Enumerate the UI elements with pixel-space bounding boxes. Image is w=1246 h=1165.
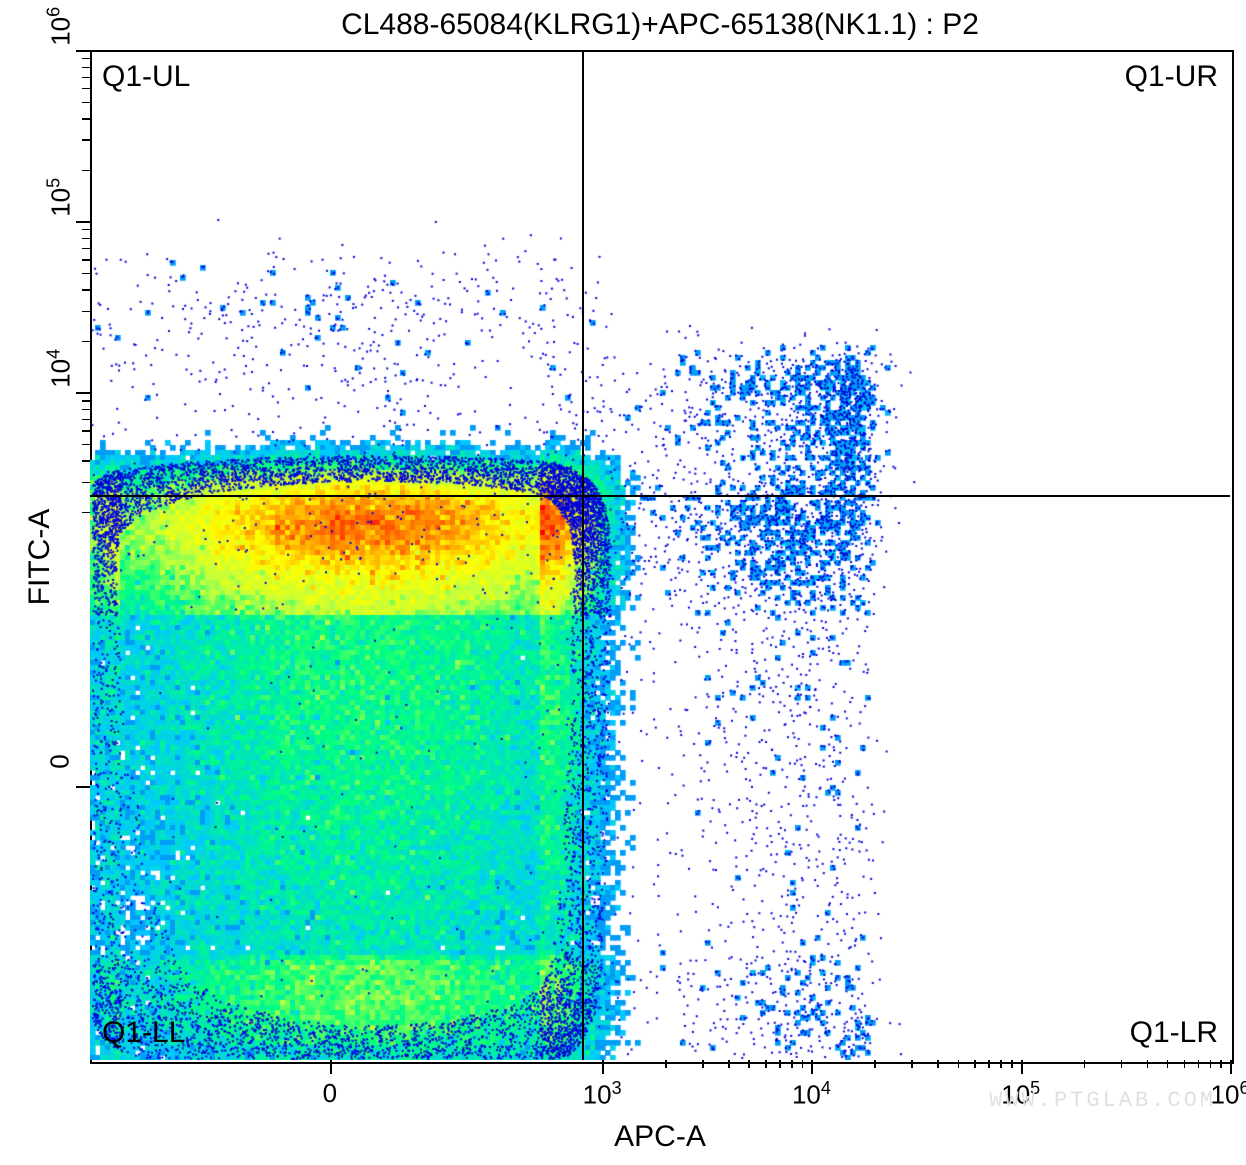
- y-minor-tick: [82, 419, 90, 421]
- x-minor-tick: [791, 1060, 793, 1068]
- y-minor-tick: [82, 238, 90, 240]
- x-minor-tick: [1198, 1060, 1200, 1068]
- x-minor-tick: [1121, 1060, 1123, 1068]
- y-minor-tick: [82, 248, 90, 250]
- quadrant-label-lr: Q1-LR: [1130, 1016, 1218, 1050]
- x-tick-label: 0: [300, 1078, 360, 1109]
- x-minor-tick: [665, 1060, 667, 1068]
- y-tick-mark: [76, 50, 90, 52]
- y-minor-tick: [82, 58, 90, 60]
- x-tick-mark: [602, 1060, 604, 1074]
- x-minor-tick: [1210, 1060, 1212, 1068]
- x-tick-mark: [811, 1060, 813, 1074]
- y-minor-tick: [82, 460, 90, 462]
- y-minor-tick: [82, 289, 90, 291]
- flow-cytometry-chart: CL488-65084(KLRG1)+APC-65138(NK1.1) : P2…: [0, 0, 1246, 1165]
- y-tick-label: 0: [45, 731, 76, 791]
- x-tick-mark: [1021, 1060, 1023, 1074]
- x-minor-tick: [874, 1060, 876, 1068]
- y-tick-label: 106: [44, 0, 77, 56]
- y-minor-tick: [82, 170, 90, 172]
- x-tick-mark: [330, 1060, 332, 1074]
- x-tick-label: 104: [781, 1078, 841, 1111]
- x-minor-tick: [1000, 1060, 1002, 1068]
- quadrant-label-ul: Q1-UL: [102, 60, 190, 94]
- x-minor-tick: [1167, 1060, 1169, 1068]
- y-tick-mark: [76, 786, 90, 788]
- y-minor-tick: [82, 273, 90, 275]
- chart-title: CL488-65084(KLRG1)+APC-65138(NK1.1) : P2: [90, 8, 1230, 42]
- x-axis-label: APC-A: [90, 1120, 1230, 1154]
- x-minor-tick: [702, 1060, 704, 1068]
- watermark: WWW.PTGLAB.COM: [989, 1088, 1216, 1113]
- x-minor-tick: [1184, 1060, 1186, 1068]
- y-minor-tick: [82, 341, 90, 343]
- x-minor-tick: [988, 1060, 990, 1068]
- x-minor-tick: [748, 1060, 750, 1068]
- x-minor-tick: [779, 1060, 781, 1068]
- y-minor-tick: [82, 482, 90, 484]
- x-minor-tick: [911, 1060, 913, 1068]
- y-axis-label: FITC-A: [23, 507, 57, 607]
- x-minor-tick: [1011, 1060, 1013, 1068]
- y-minor-tick: [82, 311, 90, 313]
- y-tick-mark: [76, 221, 90, 223]
- x-tick-label: 103: [572, 1078, 632, 1111]
- y-minor-tick: [82, 444, 90, 446]
- quadrant-vertical-line: [582, 50, 584, 1060]
- y-minor-tick: [82, 400, 90, 402]
- y-minor-tick: [82, 118, 90, 120]
- y-minor-tick: [82, 102, 90, 104]
- y-minor-tick: [82, 409, 90, 411]
- quadrant-horizontal-line: [90, 495, 1230, 497]
- x-minor-tick: [958, 1060, 960, 1068]
- y-minor-tick: [82, 259, 90, 261]
- x-minor-tick: [1147, 1060, 1149, 1068]
- x-minor-tick: [937, 1060, 939, 1068]
- quadrant-label-ll: Q1-LL: [102, 1016, 185, 1050]
- x-minor-tick: [765, 1060, 767, 1068]
- y-minor-tick: [82, 77, 90, 79]
- density-canvas: [90, 50, 1230, 1060]
- x-minor-tick: [974, 1060, 976, 1068]
- x-minor-tick: [728, 1060, 730, 1068]
- y-tick-mark: [76, 392, 90, 394]
- y-minor-tick: [82, 430, 90, 432]
- y-minor-tick: [82, 512, 90, 514]
- y-minor-tick: [82, 88, 90, 90]
- quadrant-label-ur: Q1-UR: [1125, 60, 1218, 94]
- y-minor-tick: [82, 229, 90, 231]
- x-tick-mark: [1230, 1060, 1232, 1074]
- y-minor-tick: [82, 139, 90, 141]
- y-tick-label: 104: [44, 339, 77, 399]
- x-minor-tick: [1084, 1060, 1086, 1068]
- y-tick-label: 105: [44, 167, 77, 227]
- x-minor-tick: [1220, 1060, 1222, 1068]
- x-minor-tick: [802, 1060, 804, 1068]
- y-minor-tick: [82, 67, 90, 69]
